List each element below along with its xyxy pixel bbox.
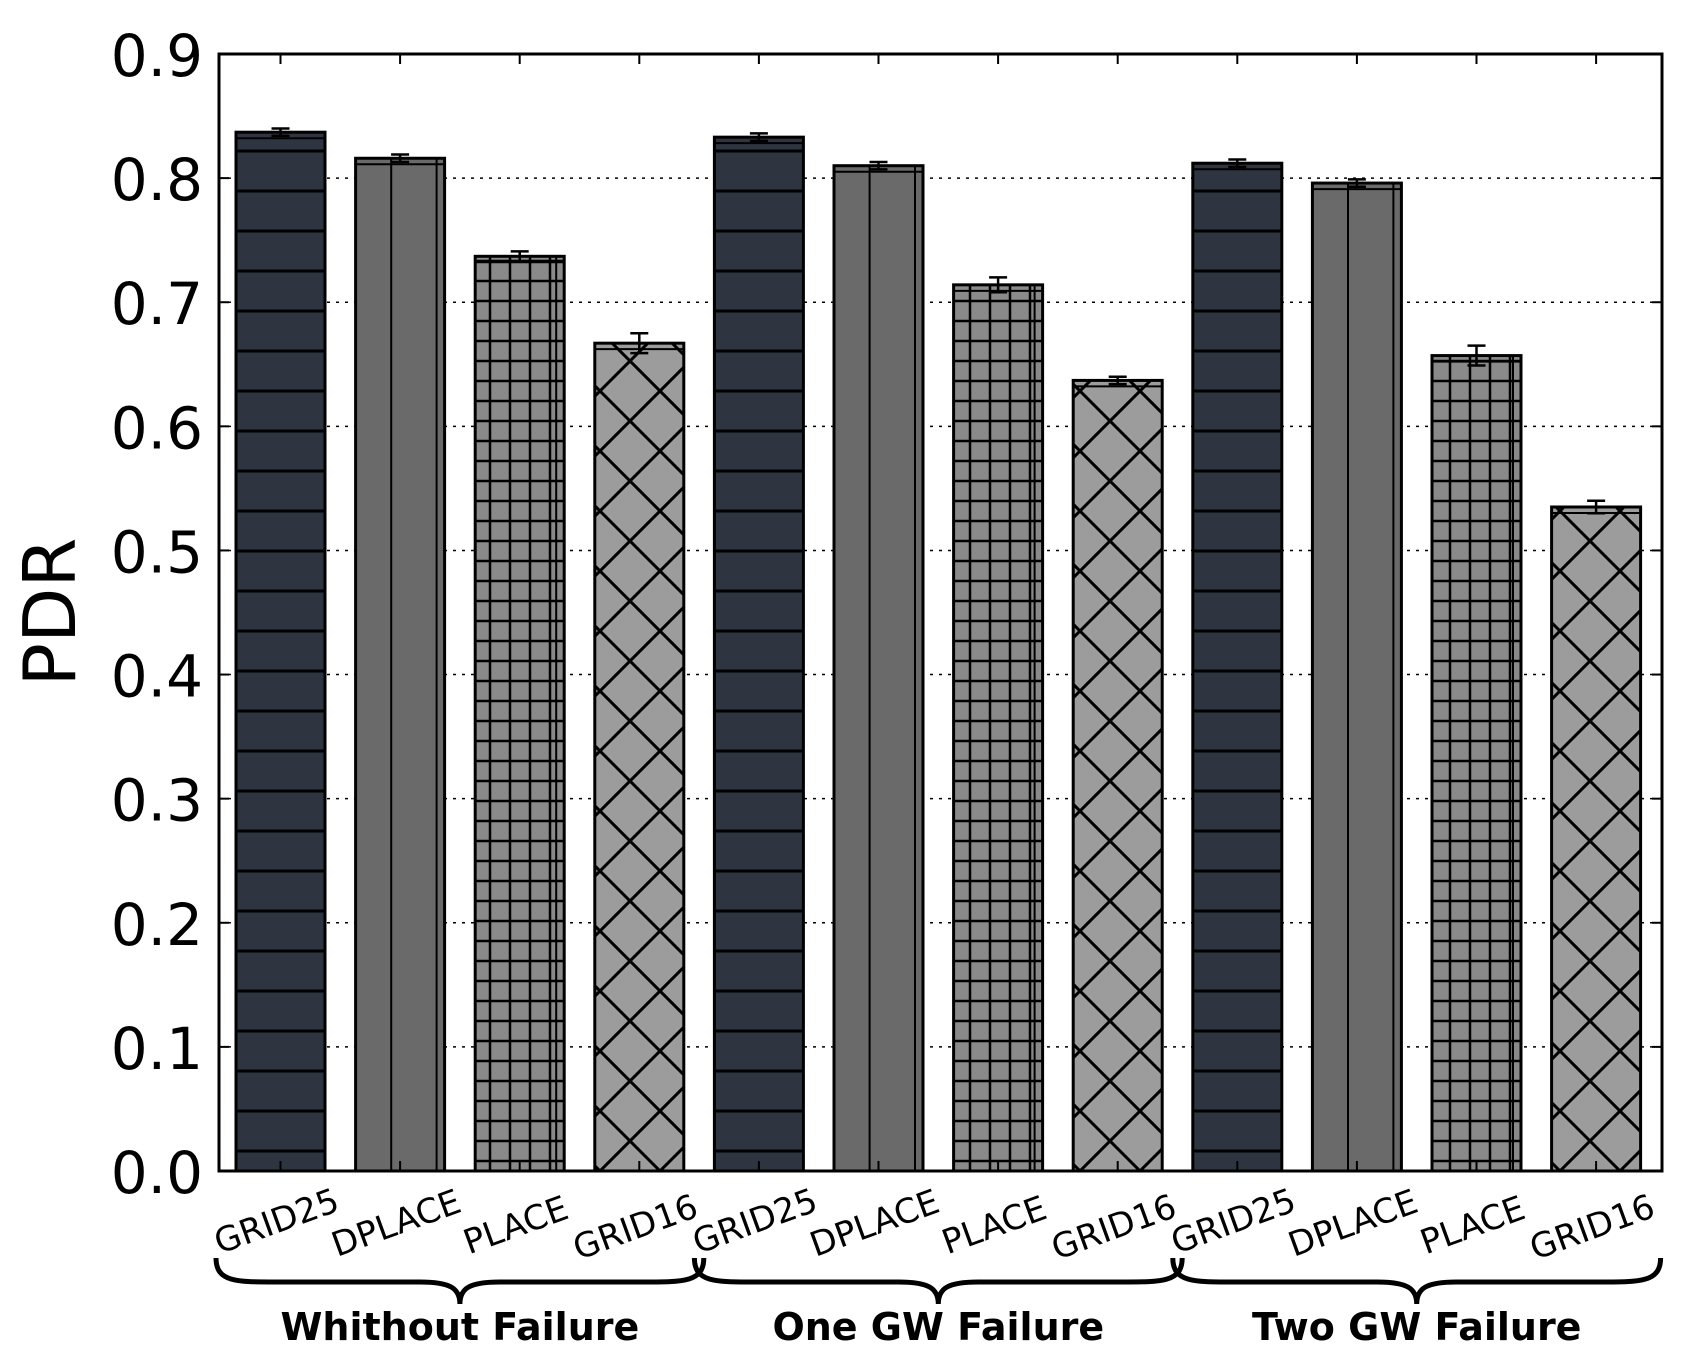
error-bar (1587, 499, 1606, 515)
group-label: Whithout Failure (281, 1305, 640, 1349)
bar-dplace-3 (1310, 181, 1403, 1173)
error-bar (1347, 178, 1366, 189)
bar-dplace-1 (354, 156, 447, 1173)
error-bar (1467, 344, 1486, 367)
bar-grid16-1 (593, 341, 686, 1173)
bar-grid25-1 (234, 130, 327, 1173)
group-labels: Whithout Failure One GW Failure Two GW Fai… (213, 1257, 1664, 1349)
group-label: One GW Failure (772, 1305, 1104, 1349)
bar-grid16-3 (1550, 505, 1643, 1173)
error-bar (391, 153, 410, 164)
x-category-label: PLACE (937, 1188, 1052, 1263)
y-tick-label: 0.7 (111, 270, 203, 338)
x-category-label: GRID16 (1046, 1187, 1181, 1269)
y-tick-label: 0.2 (111, 891, 203, 959)
y-tick-label: 0.4 (111, 643, 203, 711)
y-tick-label: 0.9 (111, 22, 203, 90)
group-label: Two GW Failure (1252, 1305, 1582, 1349)
error-bar (1108, 375, 1127, 386)
error-bar (749, 132, 768, 143)
y-axis: 0.0 0.1 0.2 0.3 0.4 0.5 0.6 0.7 0.8 0.9 (111, 22, 1662, 1207)
error-bar (630, 332, 649, 355)
plot-frame (217, 52, 1664, 1173)
x-category-label: PLACE (1415, 1188, 1530, 1263)
group-brace (1170, 1257, 1664, 1305)
bar-place-2 (952, 283, 1045, 1173)
grid-lines (219, 177, 1662, 1048)
error-bar (1228, 158, 1247, 169)
y-axis-label: PDR (8, 538, 92, 687)
bar-grid25-2 (712, 135, 805, 1173)
bar-place-1 (473, 254, 566, 1173)
error-bar (869, 160, 888, 171)
x-category-label: PLACE (458, 1188, 573, 1263)
y-tick-label: 0.6 (111, 394, 203, 462)
group-brace (213, 1257, 707, 1305)
x-category-label: DPLACE (1283, 1182, 1423, 1266)
y-tick-label: 0.8 (111, 146, 203, 214)
bar-place-3 (1430, 354, 1523, 1173)
x-category-label: GRID25 (1166, 1181, 1301, 1263)
x-category-label: DPLACE (326, 1182, 466, 1266)
group-brace (691, 1257, 1185, 1305)
bar-grid25-3 (1191, 161, 1284, 1173)
bar-dplace-2 (832, 164, 925, 1173)
error-bars (271, 127, 1606, 515)
bars (234, 130, 1643, 1173)
y-tick-label: 0.1 (111, 1015, 203, 1083)
y-tick-label: 0.5 (111, 518, 203, 586)
y-tick-label: 0.0 (111, 1139, 203, 1207)
x-category-label: DPLACE (805, 1182, 945, 1266)
x-category-label: GRID25 (209, 1181, 344, 1263)
x-category-label: GRID16 (568, 1187, 703, 1269)
x-category-label: GRID25 (687, 1181, 822, 1263)
y-tick-label: 0.3 (111, 767, 203, 835)
error-bar (271, 127, 290, 138)
bar-grid16-2 (1071, 378, 1164, 1173)
error-bar (989, 276, 1008, 294)
x-category-label: GRID16 (1525, 1187, 1660, 1269)
error-bar (510, 250, 529, 263)
